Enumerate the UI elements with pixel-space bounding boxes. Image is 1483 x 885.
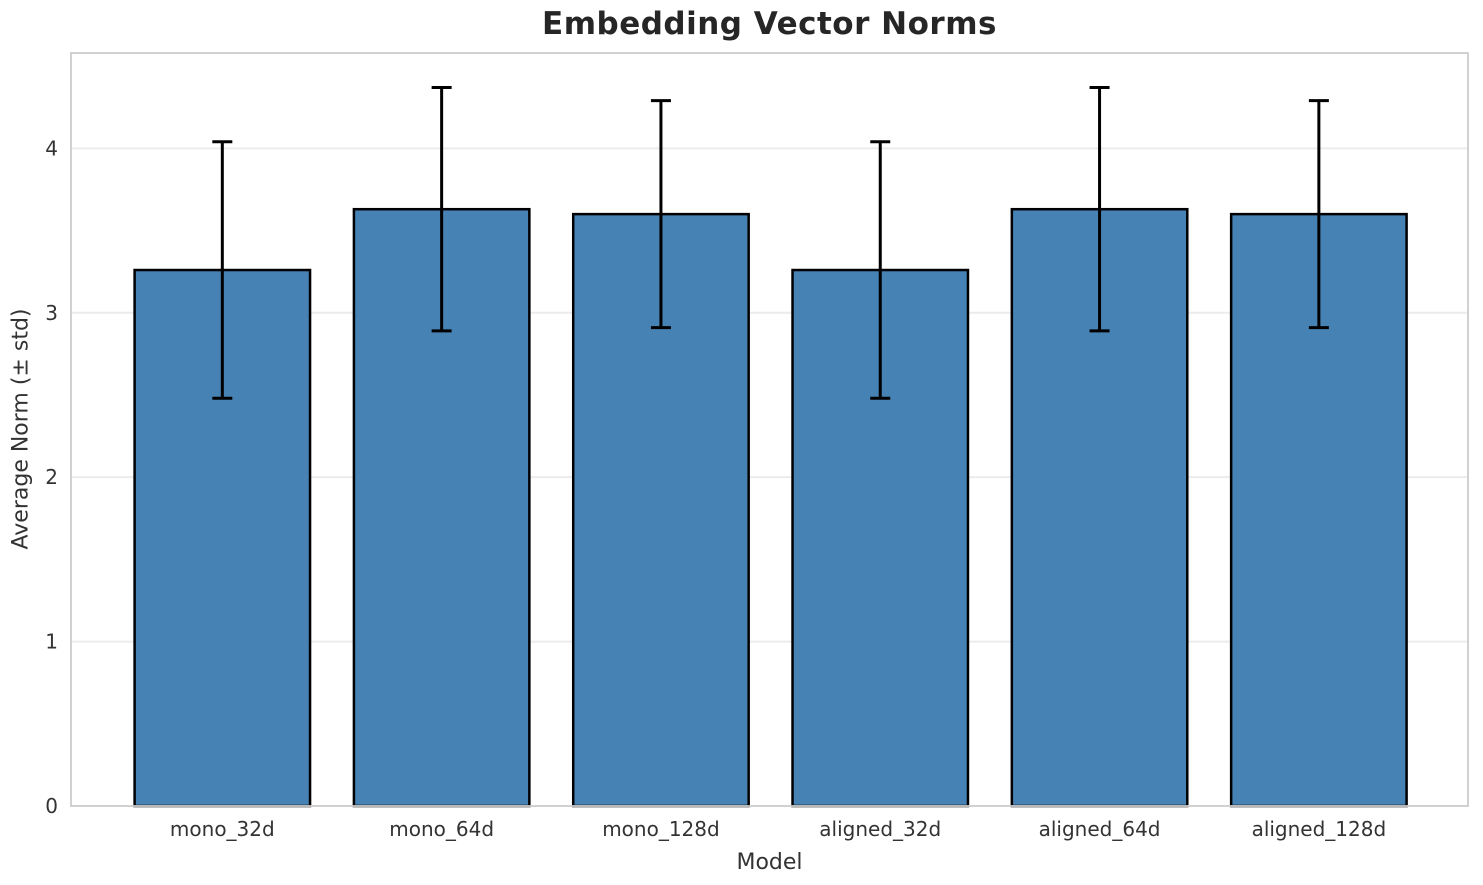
y-tick-label: 1 xyxy=(45,630,58,654)
x-tick-label: mono_32d xyxy=(170,817,275,841)
y-axis-label: Average Norm (± std) xyxy=(8,308,34,550)
x-tick-label: aligned_64d xyxy=(1039,817,1161,841)
y-tick-label: 2 xyxy=(45,465,58,489)
x-tick-label: aligned_128d xyxy=(1252,817,1387,841)
y-tick-label: 0 xyxy=(45,794,58,818)
y-tick-label: 3 xyxy=(45,301,58,325)
x-tick-label: aligned_32d xyxy=(819,817,941,841)
x-axis-label: Model xyxy=(736,850,803,875)
chart-title: Embedding Vector Norms xyxy=(542,6,997,42)
y-tick-label: 4 xyxy=(45,136,58,160)
x-tick-label: mono_64d xyxy=(389,817,494,841)
x-tick-label: mono_128d xyxy=(602,817,720,841)
plot-spines xyxy=(70,52,1469,807)
